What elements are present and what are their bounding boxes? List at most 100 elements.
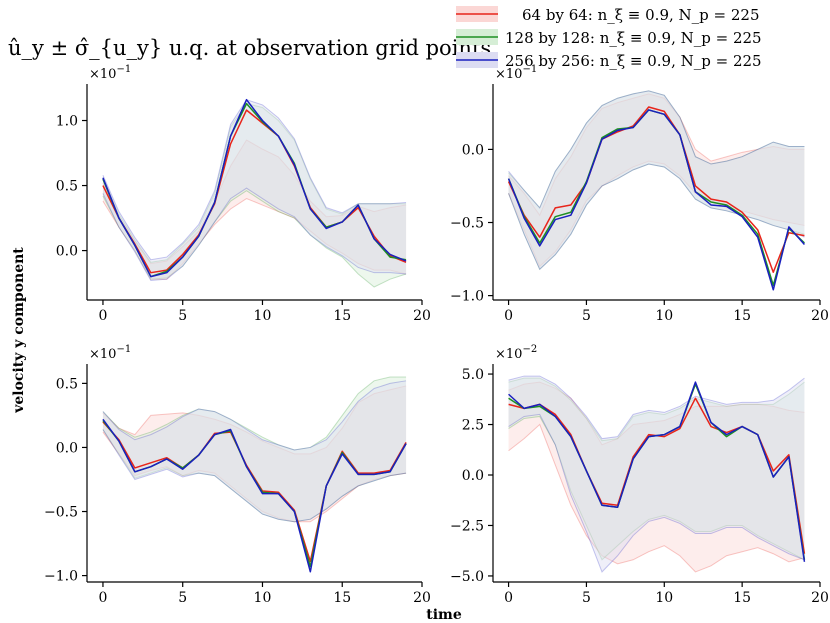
plot-area — [102, 98, 407, 288]
legend-label-256: 256 by 256: n_ξ ≡ 0.9, N_p = 225 — [505, 52, 762, 70]
figure-title: û_y ± σ̂_{u_y} u.q. at observation grid … — [8, 36, 491, 60]
x-tick-label: 15 — [333, 308, 351, 324]
panel-top-right: 0 5 10 15 20 −1.0 −0.5 0.0 ×10−1 — [450, 64, 829, 324]
band-256 — [102, 380, 407, 522]
band-lower-256 — [102, 187, 407, 282]
axis-multiplier: ×10−1 — [89, 64, 131, 82]
band-lower-64 — [102, 431, 407, 523]
y-tick-label: 0.0 — [56, 440, 78, 456]
plot-area — [508, 375, 806, 573]
band-64 — [102, 385, 407, 522]
axis-multiplier: ×10−2 — [495, 344, 537, 362]
series-line-64 — [102, 109, 407, 274]
legend: 64 by 64: n_ξ ≡ 0.9, N_p = 225 128 by 12… — [456, 6, 762, 70]
multiplier-base: ×10 — [89, 347, 116, 362]
band-64 — [508, 93, 805, 267]
panel-top-left: 0 5 10 15 20 0.0 0.5 1.0 ×10−1 — [56, 64, 431, 324]
x-tick-label: 10 — [254, 590, 272, 606]
series-line-256 — [102, 418, 407, 573]
x-tick-label: 0 — [98, 308, 107, 324]
y-tick-label: −5.0 — [450, 569, 484, 585]
band-128 — [102, 376, 407, 522]
multiplier-exponent: −1 — [116, 344, 131, 355]
band-lower-128 — [508, 415, 805, 561]
x-tick-label: 10 — [254, 308, 272, 324]
multiplier-base: ×10 — [495, 67, 522, 82]
band-upper-64 — [102, 385, 407, 455]
band-128 — [102, 103, 407, 287]
band-128 — [508, 378, 805, 560]
axis-multiplier: ×10−1 — [495, 64, 537, 82]
band-upper-256 — [102, 99, 407, 261]
x-tick-label: 20 — [413, 308, 431, 324]
x-tick-label: 15 — [733, 308, 751, 324]
band-lower-64 — [508, 423, 805, 573]
x-tick-label: 5 — [178, 590, 187, 606]
plot-area — [102, 376, 407, 573]
multiplier-exponent: −1 — [522, 64, 537, 75]
y-tick-label: −1.0 — [44, 569, 78, 585]
x-tick-label: 20 — [811, 590, 829, 606]
band-upper-256 — [508, 90, 805, 209]
x-tick-label: 5 — [582, 308, 591, 324]
legend-label-128: 128 by 128: n_ξ ≡ 0.9, N_p = 225 — [505, 29, 762, 47]
band-64 — [102, 140, 407, 280]
panel-bottom-left: 0 5 10 15 20 −1.0 −0.5 0.0 0.5 ×10−1 — [44, 344, 431, 606]
band-lower-128 — [102, 190, 407, 288]
band-upper-64 — [508, 381, 805, 446]
x-tick-label: 20 — [413, 590, 431, 606]
band-lower-256 — [508, 413, 805, 573]
y-tick-label: −1.0 — [450, 289, 484, 305]
multiplier-exponent: −1 — [116, 64, 131, 75]
band-256 — [102, 99, 407, 281]
y-tick-label: 0.5 — [56, 376, 78, 392]
x-tick-label: 10 — [655, 590, 673, 606]
y-tick-label: −0.5 — [44, 505, 78, 521]
x-tick-label: 5 — [582, 590, 591, 606]
y-tick-label: 1.0 — [56, 114, 78, 130]
series-line-256 — [507, 109, 805, 291]
y-tick-label: 0.5 — [56, 179, 78, 195]
panels: 0 5 10 15 200.00.51.0×10−10 5 10 15 20−1.0−0.50.… — [44, 64, 829, 606]
y-axis-label: velocity y component — [11, 247, 27, 414]
band-lower-256 — [102, 429, 407, 523]
y-tick-label: −0.5 — [450, 216, 484, 232]
band-upper-128 — [508, 90, 805, 209]
band-lower-128 — [508, 163, 805, 271]
band-lower-64 — [508, 160, 805, 268]
band-upper-256 — [102, 380, 407, 451]
panel-bottom-right: 0 5 10 15 20 −5.0 −2.5 0.0 2.5 5.0 ×10−2 — [450, 344, 829, 606]
band-128 — [508, 90, 805, 270]
y-tick-label: 0.0 — [462, 468, 484, 484]
band-64 — [508, 382, 805, 572]
band-lower-128 — [102, 429, 407, 523]
x-tick-label: 0 — [504, 308, 513, 324]
x-tick-label: 10 — [655, 308, 673, 324]
band-lower-64 — [102, 197, 407, 280]
band-256 — [508, 90, 805, 270]
y-tick-label: 5.0 — [462, 367, 484, 383]
band-256 — [508, 376, 805, 572]
y-tick-label: 0.0 — [56, 244, 78, 260]
axis-multiplier: ×10−1 — [89, 344, 131, 362]
x-tick-label: 5 — [178, 308, 187, 324]
series-line-64 — [507, 106, 805, 273]
band-lower-256 — [508, 163, 805, 271]
y-tick-label: 2.5 — [462, 418, 484, 434]
x-tick-label: 15 — [333, 590, 351, 606]
x-tick-label: 15 — [733, 590, 751, 606]
multiplier-exponent: −2 — [522, 344, 537, 355]
series-line-256 — [508, 381, 806, 562]
x-tick-label: 0 — [504, 590, 513, 606]
x-tick-label: 0 — [98, 590, 107, 606]
band-upper-128 — [102, 103, 407, 263]
band-upper-128 — [102, 376, 407, 451]
plot-area — [507, 90, 805, 291]
series-line-256 — [102, 98, 407, 278]
band-upper-64 — [508, 93, 805, 217]
band-upper-256 — [508, 375, 805, 440]
y-tick-label: −2.5 — [450, 518, 484, 534]
x-tick-label: 20 — [811, 308, 829, 324]
legend-label-64: 64 by 64: n_ξ ≡ 0.9, N_p = 225 — [522, 6, 760, 24]
